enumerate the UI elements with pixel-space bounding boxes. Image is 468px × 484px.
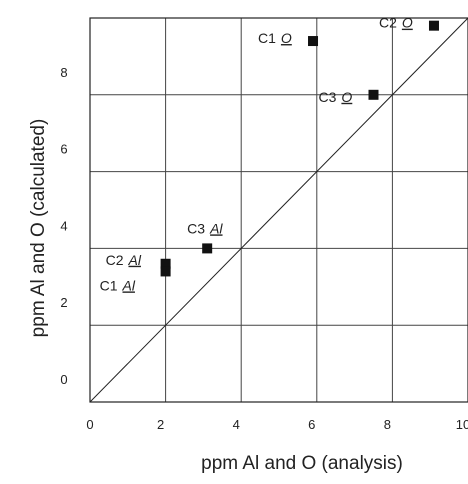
x-tick-label: 6 <box>308 417 315 432</box>
y-tick-label: 6 <box>60 142 67 157</box>
y-tick-label: 10 <box>57 0 71 3</box>
x-tick-labels: 0 2 4 6 8 10 <box>86 417 468 432</box>
y-axis-title: ppm Al and O (calculated) <box>28 119 49 338</box>
point-label-c3-o: C3 O <box>319 89 353 105</box>
y-tick-label: 2 <box>60 295 67 310</box>
point-labels: C1 O C2 O C3 O C3 Al C2 Al C1 Al <box>100 15 413 294</box>
x-tick-label: 4 <box>233 417 240 432</box>
point-label-c3-al: C3 Al <box>187 220 223 236</box>
reference-line-y-equals-x <box>89 17 468 403</box>
data-point-c1-al <box>160 266 171 277</box>
data-point-c3-al <box>202 243 213 254</box>
point-label-c2-al: C2 Al <box>106 252 142 268</box>
grid-lines <box>90 18 468 402</box>
data-point-c1-o <box>308 36 319 47</box>
x-tick-label: 8 <box>384 417 391 432</box>
x-tick-label: 2 <box>157 417 164 432</box>
plot-frame <box>89 17 468 403</box>
data-points <box>160 20 439 277</box>
data-point-c2-al <box>160 258 171 269</box>
data-point-c3-o <box>368 89 379 100</box>
x-tick-label: 0 <box>86 417 93 432</box>
y-tick-label: 8 <box>60 65 67 80</box>
point-label-c2-o: C2 O <box>379 15 413 31</box>
point-label-c1-o: C1 O <box>258 30 292 46</box>
y-tick-labels: 0 2 4 6 8 10 <box>57 0 71 387</box>
y-tick-label: 4 <box>60 218 67 233</box>
x-tick-label: 10 <box>456 417 468 432</box>
y-tick-label: 0 <box>60 372 67 387</box>
x-axis-title: ppm Al and O (analysis) <box>201 453 403 474</box>
data-point-c2-o <box>428 20 439 31</box>
point-label-c1-al: C1 Al <box>100 277 136 293</box>
